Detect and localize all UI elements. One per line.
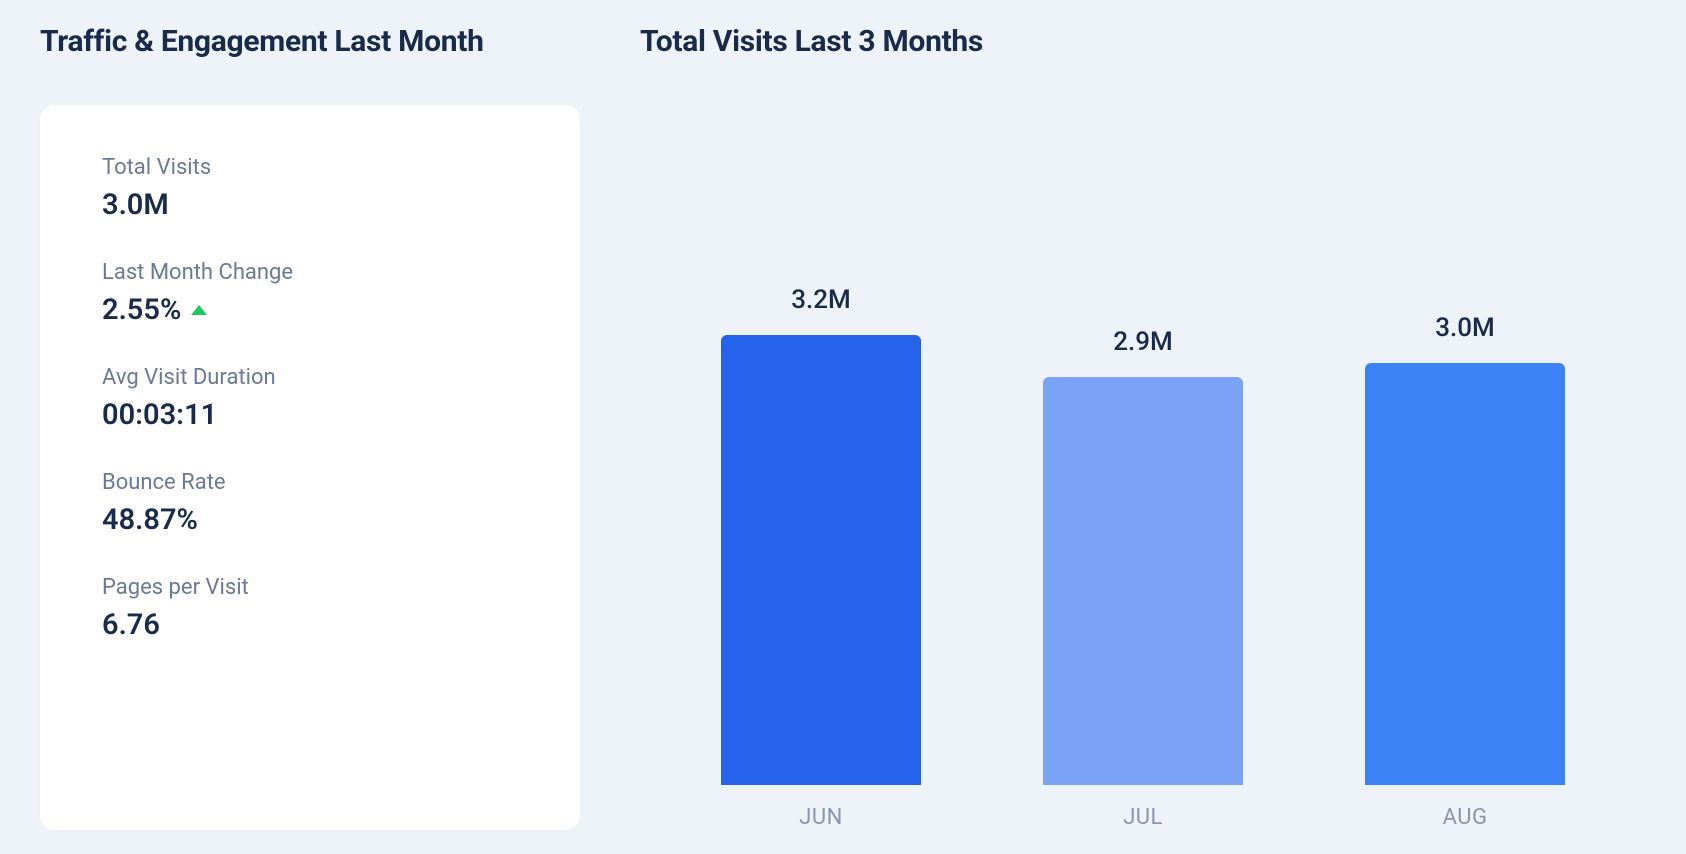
stats-card: Total Visits 3.0M Last Month Change 2.55… [40, 105, 580, 830]
bar-group: 3.2M JUN [721, 105, 921, 830]
engagement-title: Traffic & Engagement Last Month [40, 24, 580, 59]
stat-value-text: 2.55% [102, 293, 181, 327]
bar-group: 3.0M AUG [1365, 105, 1565, 830]
trend-up-icon [191, 305, 207, 315]
bar-value-label: 3.2M [791, 285, 851, 315]
stat-bounce-rate: Bounce Rate 48.87% [102, 470, 518, 537]
chart-title: Total Visits Last 3 Months [640, 24, 1646, 59]
stat-value: 48.87% [102, 503, 518, 537]
bar [1365, 363, 1565, 785]
stat-value: 2.55% [102, 293, 518, 327]
stat-label: Pages per Visit [102, 575, 518, 600]
engagement-panel: Traffic & Engagement Last Month Total Vi… [40, 24, 580, 830]
stat-pages-per-visit: Pages per Visit 6.76 [102, 575, 518, 642]
stat-label: Total Visits [102, 155, 518, 180]
bar [721, 335, 921, 785]
stat-label: Avg Visit Duration [102, 365, 518, 390]
dashboard-container: Traffic & Engagement Last Month Total Vi… [40, 24, 1646, 830]
stat-avg-duration: Avg Visit Duration 00:03:11 [102, 365, 518, 432]
bar-month-label: JUL [1123, 805, 1163, 830]
bar-value-label: 3.0M [1435, 313, 1495, 343]
chart-bars: 3.2M JUN 2.9M JUL 3.0M AUG [640, 105, 1646, 830]
bar-month-label: JUN [799, 805, 842, 830]
stat-label: Bounce Rate [102, 470, 518, 495]
stat-value: 3.0M [102, 188, 518, 222]
stat-value: 6.76 [102, 608, 518, 642]
bar-month-label: AUG [1443, 805, 1488, 830]
chart-panel: Total Visits Last 3 Months 3.2M JUN 2.9M JU… [640, 24, 1646, 830]
stat-value: 00:03:11 [102, 398, 518, 432]
bar-value-label: 2.9M [1113, 327, 1173, 357]
stat-label: Last Month Change [102, 260, 518, 285]
bar-group: 2.9M JUL [1043, 105, 1243, 830]
chart-area: 3.2M JUN 2.9M JUL 3.0M AUG [640, 105, 1646, 830]
stat-last-month-change: Last Month Change 2.55% [102, 260, 518, 327]
stat-total-visits: Total Visits 3.0M [102, 155, 518, 222]
bar [1043, 377, 1243, 785]
